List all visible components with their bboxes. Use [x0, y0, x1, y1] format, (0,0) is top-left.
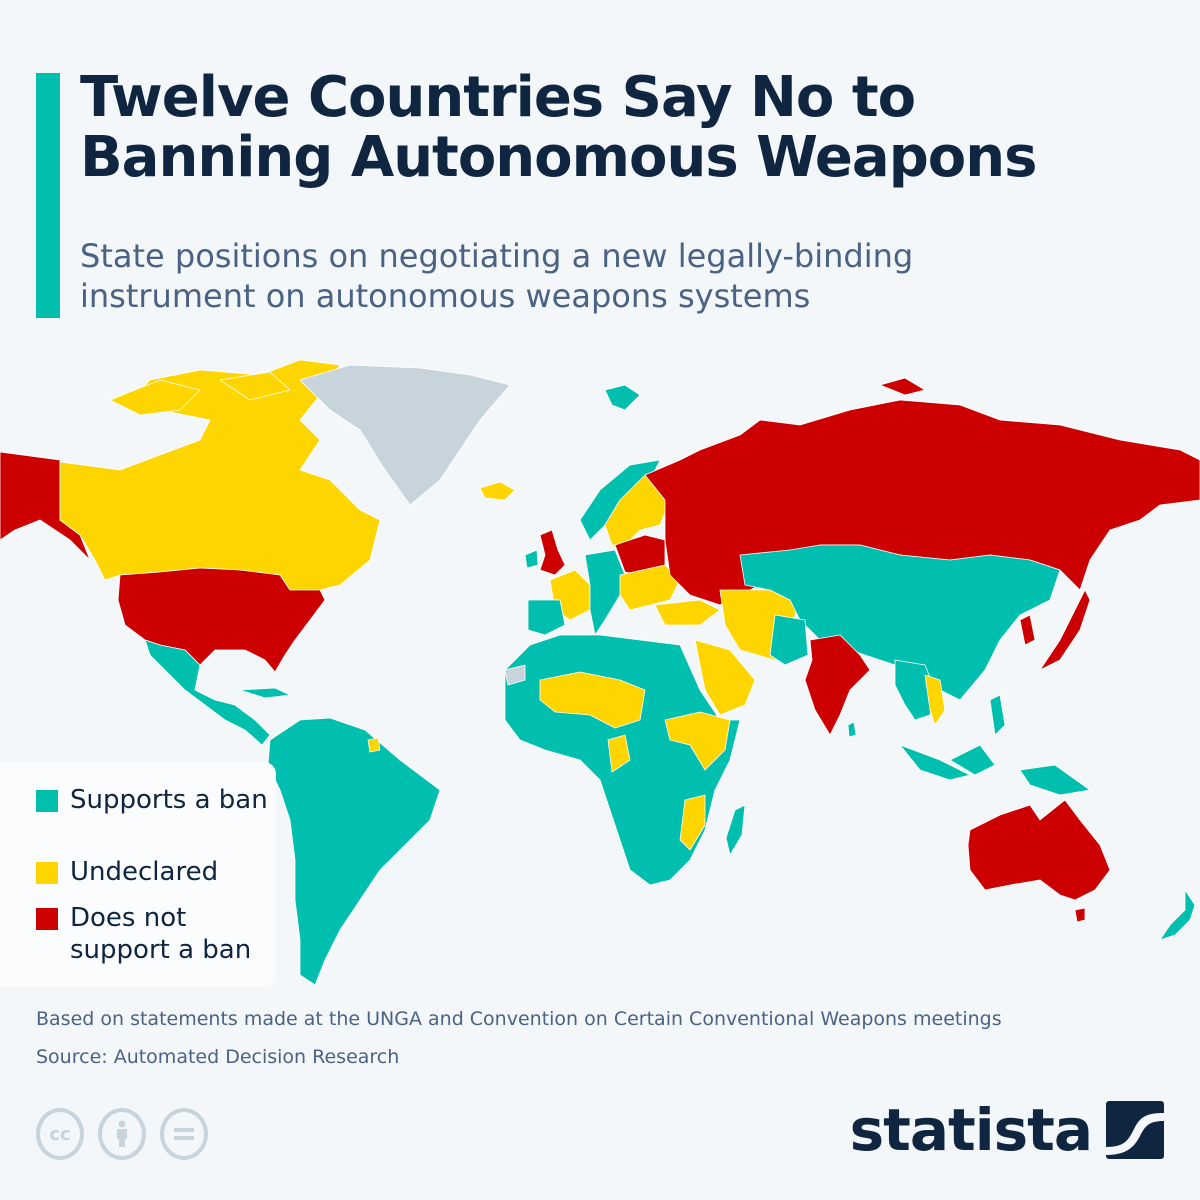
region-iceland: [479, 481, 516, 501]
region-eastern-europe: [619, 564, 681, 611]
brand-wordmark: statista: [849, 1096, 1093, 1164]
region-australia: [967, 799, 1111, 901]
attribution-icon[interactable]: [98, 1108, 146, 1160]
region-japan: [1039, 589, 1091, 671]
legend-label: Does not support a ban: [70, 903, 252, 965]
region-western-sahara: [504, 664, 526, 686]
region-ireland: [524, 549, 539, 569]
region-greenland: [299, 364, 511, 506]
legend-label: Supports a ban: [70, 785, 268, 815]
legend-item-does-not-support: Does not support a ban: [36, 902, 280, 966]
region-caribbean: [239, 687, 291, 699]
legend-swatch-yellow: [36, 862, 58, 884]
chart-subtitle: State positions on negotiating a new leg…: [80, 237, 914, 315]
region-central-asia-china: [739, 544, 1061, 701]
region-south-america: [267, 717, 441, 986]
footnote-source: Source: Automated Decision Research: [36, 1046, 400, 1068]
license-icons: cc: [36, 1108, 208, 1160]
region-mozambique: [679, 794, 706, 851]
region-canada-arctic: [109, 371, 291, 416]
footnote: Based on statements made at the UNGA and…: [36, 1000, 1002, 1076]
legend-swatch-teal: [36, 790, 58, 812]
region-russia-arctic: [879, 377, 926, 396]
region-svalbard: [604, 384, 641, 411]
region-sahel: [539, 671, 646, 729]
region-saudi-yemen: [694, 639, 756, 716]
legend-item-undeclared: Undeclared: [36, 856, 280, 888]
region-uk: [539, 529, 566, 576]
region-philippines: [989, 694, 1006, 736]
map-legend: Supports a ban Undeclared Does not suppo…: [0, 762, 276, 987]
region-korea: [1019, 614, 1036, 646]
chart-title: Twelve Countries Say No to Banning Auton…: [80, 65, 1037, 190]
region-new-zealand: [1159, 889, 1196, 941]
region-congo: [607, 734, 631, 773]
statista-logo[interactable]: statista: [850, 1100, 1164, 1160]
region-central-europe: [584, 549, 626, 636]
cc-icon[interactable]: cc: [36, 1108, 84, 1160]
region-india: [804, 634, 871, 736]
region-mexico-central-america: [144, 639, 271, 746]
statista-mark-icon: [1106, 1101, 1164, 1159]
legend-label: Undeclared: [70, 857, 219, 887]
region-sri-lanka: [847, 721, 857, 738]
region-pakistan: [769, 614, 809, 666]
title-accent-bar: [36, 73, 60, 318]
region-indonesia: [899, 744, 1091, 796]
no-derivatives-icon[interactable]: [160, 1108, 208, 1160]
region-french-guiana: [367, 737, 381, 753]
region-iberia: [527, 599, 566, 636]
region-vietnam: [924, 674, 946, 726]
world-map: [0, 360, 1200, 986]
footnote-note: Based on statements made at the UNGA and…: [36, 1008, 1002, 1030]
legend-item-supports-ban: Supports a ban: [36, 784, 280, 816]
legend-swatch-red: [36, 908, 58, 930]
region-tasmania: [1074, 907, 1086, 923]
region-turkey: [654, 599, 721, 626]
region-madagascar: [725, 804, 746, 856]
region-horn-of-africa: [664, 711, 731, 771]
